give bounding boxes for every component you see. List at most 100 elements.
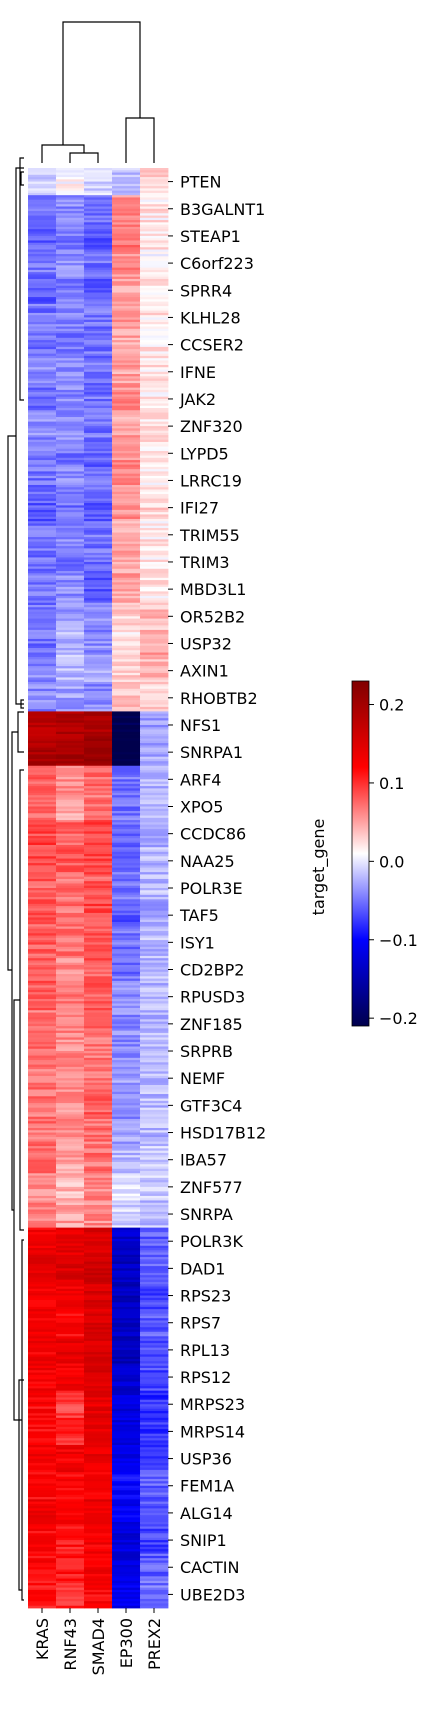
heatmap-cell — [84, 453, 113, 456]
row-dendro-link-fine-3 — [18, 1379, 24, 1591]
heatmap-cell — [140, 1571, 169, 1575]
heatmap-cell — [28, 548, 57, 552]
heatmap-cell — [28, 826, 57, 830]
heatmap-cell — [112, 174, 141, 178]
heatmap-cell — [112, 1306, 141, 1310]
heatmap-cell — [56, 645, 85, 649]
heatmap-cell — [28, 453, 57, 456]
heatmap-cell — [28, 364, 57, 368]
heatmap-cell — [140, 247, 169, 250]
heatmap-cell — [84, 396, 113, 400]
heatmap-cell — [56, 1381, 85, 1385]
heatmap-cell — [112, 1435, 141, 1439]
heatmap-cell — [112, 1238, 141, 1242]
heatmap-cell — [112, 333, 141, 336]
heatmap-cell — [84, 1524, 113, 1527]
heatmap-cell — [140, 217, 169, 221]
heatmap-cell — [84, 704, 113, 708]
heatmap-cell — [28, 254, 57, 257]
heatmap-cell — [56, 1134, 85, 1138]
heatmap-cell — [140, 1331, 169, 1335]
heatmap-cell — [84, 1241, 113, 1244]
heatmap-cell — [84, 808, 113, 812]
heatmap-cell — [84, 1334, 113, 1337]
heatmap-cell — [56, 1449, 85, 1453]
heatmap-cell — [84, 1596, 113, 1600]
heatmap-cell — [112, 820, 141, 823]
heatmap-cell — [84, 629, 113, 633]
heatmap-cell — [140, 1200, 169, 1204]
heatmap-cell — [140, 1098, 169, 1102]
heatmap-cell — [28, 1494, 57, 1498]
heatmap-cell — [112, 1207, 141, 1210]
heatmap-cell — [56, 648, 85, 651]
heatmap-cell — [56, 319, 85, 323]
heatmap-cell — [140, 1340, 169, 1344]
heatmap-cell — [84, 1032, 113, 1036]
heatmap-cell — [28, 1304, 57, 1308]
heatmap-cell — [28, 736, 57, 739]
heatmap-cell — [140, 781, 169, 785]
heatmap-cell — [28, 482, 57, 486]
heatmap-cell — [84, 389, 113, 393]
heatmap-cell — [140, 444, 169, 447]
heatmap-cell — [56, 376, 85, 379]
heatmap-cell — [112, 1041, 141, 1045]
heatmap-cell — [56, 188, 85, 192]
heatmap-cell — [56, 523, 85, 527]
heatmap-cell — [28, 226, 57, 230]
heatmap-cell — [112, 1499, 141, 1502]
heatmap-cell — [140, 561, 169, 565]
heatmap-cell — [56, 263, 85, 266]
heatmap-cell — [84, 1062, 113, 1065]
colorbar-label: target_gene — [309, 819, 329, 916]
heatmap-cell — [56, 1605, 85, 1609]
heatmap-cell — [140, 623, 169, 626]
heatmap-cell — [56, 1229, 85, 1233]
heatmap-cell — [140, 505, 169, 509]
heatmap-cell — [112, 1476, 141, 1480]
heatmap-cell — [56, 186, 85, 189]
heatmap-cell — [84, 260, 113, 264]
heatmap-cell — [28, 491, 57, 495]
heatmap-cell — [112, 584, 141, 588]
heatmap-cell — [84, 1281, 113, 1285]
heatmap-cell — [84, 684, 113, 687]
heatmap-cell — [140, 643, 169, 647]
heatmap-cell — [84, 1426, 113, 1430]
heatmap-cell — [84, 826, 113, 830]
heatmap-cell — [56, 1232, 85, 1235]
heatmap-cell — [112, 1184, 141, 1188]
heatmap-cell — [28, 586, 57, 590]
heatmap-cell — [56, 509, 85, 513]
heatmap-cell — [56, 888, 85, 891]
heatmap-cell — [28, 1128, 57, 1131]
heatmap-cell — [84, 625, 113, 629]
heatmap-cell — [28, 351, 57, 355]
heatmap-cell — [84, 1118, 113, 1122]
heatmap-cell — [56, 1248, 85, 1251]
heatmap-cell — [140, 392, 169, 395]
heatmap-cell — [28, 1551, 57, 1555]
heatmap-cell — [56, 1159, 85, 1163]
heatmap-cell — [84, 833, 113, 837]
heatmap-cell — [84, 1485, 113, 1489]
heatmap-cell — [112, 1521, 141, 1525]
heatmap-cell — [28, 247, 57, 250]
heatmap-cell — [56, 460, 85, 463]
heatmap-cell — [56, 1318, 85, 1321]
heatmap-cell — [140, 1336, 169, 1339]
heatmap-cell — [140, 1320, 169, 1324]
heatmap-cell — [28, 1309, 57, 1312]
heatmap-cell — [56, 170, 85, 173]
heatmap-cell — [56, 1069, 85, 1072]
row-tick-label: LRRC19 — [180, 471, 242, 490]
heatmap-cell — [140, 1420, 169, 1423]
heatmap-cell — [84, 1080, 113, 1084]
heatmap-cell — [84, 1490, 113, 1493]
heatmap-cell — [112, 1062, 141, 1065]
heatmap-cell — [84, 969, 113, 973]
heatmap-cell — [84, 878, 113, 882]
heatmap-cell — [28, 869, 57, 873]
heatmap-cell — [28, 1481, 57, 1484]
